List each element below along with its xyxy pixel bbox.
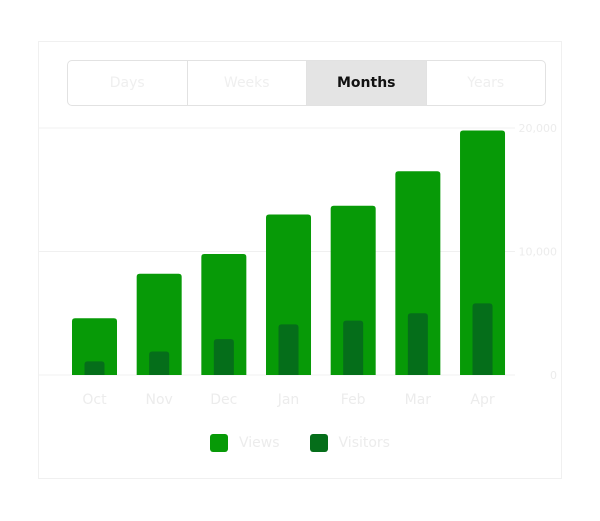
x-tick-label: Apr <box>470 392 494 408</box>
visitors-bar <box>278 324 299 375</box>
y-tick-label: 0 <box>550 369 557 382</box>
x-tick-label: Oct <box>82 392 107 408</box>
views-bar <box>266 214 312 375</box>
visitors-swatch <box>309 434 328 452</box>
legend-item-views[interactable]: Views <box>210 434 280 452</box>
time-range-toggle: Days Weeks Months Years <box>67 60 546 106</box>
visitors-bar <box>472 303 493 375</box>
x-tick-label: Nov <box>146 392 173 408</box>
chart-legend: Views Visitors <box>0 434 600 452</box>
x-tick-label: Feb <box>341 392 366 408</box>
legend-item-visitors[interactable]: Visitors <box>309 434 390 452</box>
visitors-bar <box>149 351 170 375</box>
y-tick-label: 20,000 <box>519 122 558 135</box>
tab-days[interactable]: Days <box>68 61 188 105</box>
y-tick-label: 10,000 <box>519 246 558 259</box>
tab-weeks[interactable]: Weeks <box>188 61 307 105</box>
views-swatch <box>210 434 228 452</box>
tab-years[interactable]: Years <box>467 75 505 91</box>
legend-label-visitors: Visitors <box>338 435 390 451</box>
visitors-bar <box>213 339 234 375</box>
visitors-bar <box>343 320 364 375</box>
x-tick-label: Dec <box>210 392 237 408</box>
views-bar <box>72 318 117 375</box>
x-tick-label: Mar <box>405 392 432 408</box>
views-bar <box>201 253 247 375</box>
legend-label-views: Views <box>239 435 280 451</box>
views-bar <box>395 171 441 375</box>
visitors-bar <box>84 361 105 375</box>
views-bar <box>330 205 376 375</box>
views-bar <box>460 130 506 375</box>
views-bar <box>136 273 182 375</box>
x-tick-label: Jan <box>277 392 300 408</box>
visitors-bar <box>407 313 428 375</box>
tab-months[interactable]: Months <box>307 61 427 105</box>
